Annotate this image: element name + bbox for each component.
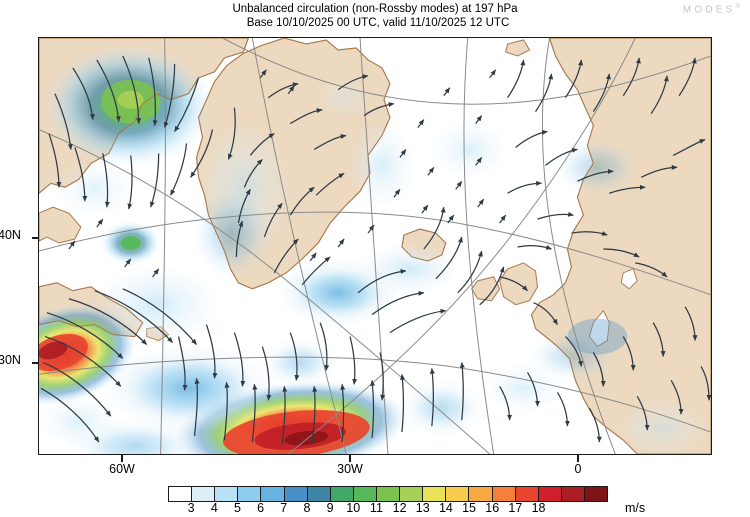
- shade-denmark-strait: [348, 121, 416, 210]
- shade-biscay: [397, 378, 486, 439]
- coastlines-overlay: [39, 38, 638, 454]
- colorbar-tick-6: 6: [257, 501, 265, 515]
- tick-lon-30w: [349, 455, 351, 462]
- speed-shading: [39, 43, 707, 454]
- colorbar-tick-10: 10: [346, 501, 361, 515]
- axis-label-lon-60w: 60W: [109, 462, 135, 476]
- meridian-0: [541, 38, 616, 454]
- map-canvas: [39, 38, 711, 454]
- colorbar-tick-18: 18: [531, 501, 546, 515]
- axis-label-lat-40n: 40N: [0, 228, 21, 242]
- wind-vector-arrows: [40, 55, 711, 445]
- colorbar-cell-13: [469, 487, 493, 501]
- colorbar-cell-10: [400, 487, 424, 501]
- colorbar-tick-13: 13: [415, 501, 430, 515]
- colorbar-cell-0: [169, 487, 193, 501]
- shade-pale-w: [94, 264, 219, 345]
- meridian-diag-b: [287, 38, 636, 454]
- colorbar-cell-9: [376, 487, 401, 501]
- parallel-50N: [222, 38, 711, 105]
- map-svg: [39, 38, 711, 454]
- colorbar-units-label: m/s: [625, 501, 646, 515]
- shade-south-iceland: [360, 243, 460, 295]
- shade-north-sea: [483, 362, 564, 415]
- colorbar-cell-6: [307, 487, 331, 501]
- colorbar-tick-16: 16: [485, 501, 500, 515]
- colorbar-cell-2: [215, 487, 239, 501]
- tick-lat-30n: [32, 362, 39, 364]
- colorbar-tick-14: 14: [438, 501, 453, 515]
- colorbar-tick-3: 3: [187, 501, 195, 515]
- land-ireland: [471, 276, 501, 302]
- watermark-text: MODES: [682, 4, 736, 16]
- shade-norwegian-sea: [429, 119, 510, 180]
- axis-label-lon-0: 0: [574, 462, 582, 476]
- axis-label-lon-30w: 30W: [337, 462, 363, 476]
- land-svalbard: [505, 39, 531, 57]
- colorbar-cell-4: [261, 487, 285, 501]
- tick-lon-0: [577, 455, 579, 462]
- colorbar-cell-18: [584, 487, 608, 501]
- shade-medit: [615, 400, 707, 454]
- colorbar-cell-5: [284, 487, 308, 501]
- colorbar-tick-15: 15: [462, 501, 476, 515]
- map-plot-area: [38, 37, 712, 455]
- figure-title: Unbalanced circulation (non-Rossby modes…: [0, 2, 750, 30]
- colorbar-tick-4: 4: [210, 501, 218, 515]
- colorbar-tick-5: 5: [233, 501, 241, 515]
- colorbar-tick-7: 7: [280, 501, 288, 515]
- colorbar-cell-1: [192, 487, 216, 501]
- colorbar-cell-8: [353, 487, 377, 501]
- title-line-1: Unbalanced circulation (non-Rossby modes…: [232, 3, 518, 15]
- colorbar-tick-9: 9: [326, 501, 334, 515]
- water-lake-north: [620, 268, 638, 290]
- modes-watermark: MODES®: [683, 4, 740, 15]
- tick-lat-40n: [32, 237, 39, 239]
- colorbar-tick-11: 11: [369, 501, 383, 515]
- graticule: [39, 38, 711, 454]
- colorbar-cell-12: [446, 487, 470, 501]
- axis-label-lat-30n: 30N: [0, 353, 21, 367]
- watermark-registered-mark: ®: [735, 4, 740, 10]
- colorbar-cell-11: [423, 487, 447, 501]
- colorbar-tick-17: 17: [508, 501, 523, 515]
- colorbar-tick-12: 12: [392, 501, 407, 515]
- colorbar-cell-15: [515, 487, 539, 501]
- colorbar-tick-8: 8: [303, 501, 311, 515]
- meridian-15W: [463, 38, 495, 454]
- colorbar-cell-14: [492, 487, 516, 501]
- meridian-60W: [160, 38, 166, 454]
- colorbar-tick-labels: 3 4 5 6 7 8 9 10 11 12 13 14 15 16 17 18: [0, 501, 750, 517]
- colorbar-cell-7: [330, 487, 354, 501]
- colorbar-cell-3: [238, 487, 262, 501]
- tick-lon-60w: [121, 455, 123, 462]
- shade-blue-sw: [102, 344, 275, 433]
- colorbar-cell-16: [538, 487, 562, 501]
- title-line-2: Base 10/10/2025 00 UTC, valid 11/10/2025…: [246, 17, 510, 29]
- colorbar: [168, 486, 608, 502]
- parallel-30N: [39, 356, 711, 433]
- meridian-diag-a: [39, 129, 490, 454]
- meridian-45W: [251, 38, 347, 454]
- land-newfoundland: [39, 206, 82, 244]
- colorbar-cell-17: [561, 487, 585, 501]
